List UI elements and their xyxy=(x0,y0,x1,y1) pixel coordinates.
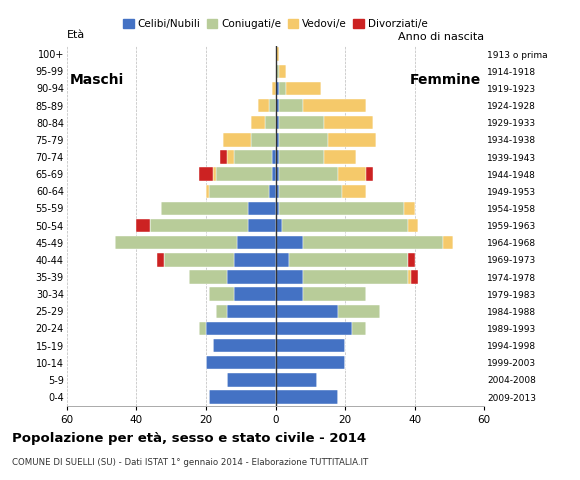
Bar xyxy=(276,288,303,301)
Bar xyxy=(276,356,345,370)
Bar xyxy=(276,305,338,318)
Bar xyxy=(408,270,411,284)
Bar xyxy=(251,133,276,146)
Bar xyxy=(404,202,415,215)
Text: Anno di nascita: Anno di nascita xyxy=(398,32,484,42)
Bar xyxy=(206,185,209,198)
Bar xyxy=(234,253,276,266)
Bar xyxy=(279,168,338,181)
Bar xyxy=(216,305,227,318)
Bar xyxy=(206,322,276,335)
Bar xyxy=(276,270,303,284)
Bar xyxy=(303,270,408,284)
Bar xyxy=(258,99,269,112)
Bar xyxy=(276,185,279,198)
Bar xyxy=(269,99,276,112)
Bar xyxy=(136,219,150,232)
Bar xyxy=(188,270,227,284)
Bar xyxy=(199,322,206,335)
Bar xyxy=(206,356,276,370)
Bar xyxy=(408,219,418,232)
Text: Età: Età xyxy=(67,30,85,40)
Text: Popolazione per età, sesso e stato civile - 2014: Popolazione per età, sesso e stato civil… xyxy=(12,432,366,445)
Bar xyxy=(279,99,303,112)
Bar xyxy=(366,168,373,181)
Bar xyxy=(276,339,345,352)
Bar xyxy=(279,185,342,198)
Bar xyxy=(276,202,279,215)
Bar xyxy=(220,150,227,164)
Bar xyxy=(276,253,289,266)
Bar xyxy=(279,133,328,146)
Bar xyxy=(209,390,276,404)
Bar xyxy=(286,82,321,95)
Bar xyxy=(276,65,279,78)
Bar xyxy=(115,236,237,250)
Bar xyxy=(276,99,279,112)
Bar xyxy=(209,185,269,198)
Bar xyxy=(328,133,376,146)
Bar xyxy=(209,288,234,301)
Bar xyxy=(227,270,276,284)
Bar xyxy=(276,116,279,130)
Legend: Celibi/Nubili, Coniugati/e, Vedovi/e, Divorziati/e: Celibi/Nubili, Coniugati/e, Vedovi/e, Di… xyxy=(119,15,432,33)
Bar xyxy=(279,202,404,215)
Bar xyxy=(303,288,366,301)
Bar xyxy=(338,168,366,181)
Bar xyxy=(269,185,276,198)
Bar xyxy=(265,116,276,130)
Bar xyxy=(227,150,234,164)
Bar xyxy=(342,185,366,198)
Bar xyxy=(279,150,324,164)
Bar xyxy=(251,116,265,130)
Bar xyxy=(276,48,279,61)
Bar xyxy=(279,82,286,95)
Bar xyxy=(161,202,248,215)
Bar xyxy=(289,253,408,266)
Bar xyxy=(352,322,366,335)
Bar xyxy=(234,288,276,301)
Bar xyxy=(213,339,276,352)
Bar xyxy=(276,133,279,146)
Bar xyxy=(276,219,282,232)
Bar xyxy=(324,150,356,164)
Bar xyxy=(272,150,276,164)
Text: COMUNE DI SUELLI (SU) - Dati ISTAT 1° gennaio 2014 - Elaborazione TUTTITALIA.IT: COMUNE DI SUELLI (SU) - Dati ISTAT 1° ge… xyxy=(12,458,368,468)
Bar xyxy=(223,133,251,146)
Bar xyxy=(276,82,279,95)
Bar xyxy=(248,202,276,215)
Bar xyxy=(279,116,324,130)
Bar xyxy=(276,150,279,164)
Bar xyxy=(272,168,276,181)
Bar xyxy=(276,390,338,404)
Bar xyxy=(227,305,276,318)
Bar xyxy=(234,150,272,164)
Bar xyxy=(216,168,272,181)
Bar xyxy=(150,219,248,232)
Bar xyxy=(227,373,276,386)
Bar xyxy=(276,373,317,386)
Bar xyxy=(443,236,453,250)
Bar xyxy=(276,168,279,181)
Bar xyxy=(237,236,276,250)
Bar xyxy=(164,253,234,266)
Bar xyxy=(276,322,352,335)
Bar xyxy=(213,168,216,181)
Bar xyxy=(282,219,408,232)
Bar xyxy=(411,270,418,284)
Bar xyxy=(248,219,276,232)
Bar xyxy=(324,116,373,130)
Bar xyxy=(303,236,443,250)
Bar xyxy=(303,99,366,112)
Bar xyxy=(276,236,303,250)
Bar xyxy=(338,305,380,318)
Bar xyxy=(279,65,286,78)
Text: Maschi: Maschi xyxy=(70,73,125,87)
Text: Femmine: Femmine xyxy=(409,73,481,87)
Bar xyxy=(272,82,276,95)
Bar xyxy=(157,253,164,266)
Bar xyxy=(408,253,415,266)
Bar xyxy=(199,168,213,181)
